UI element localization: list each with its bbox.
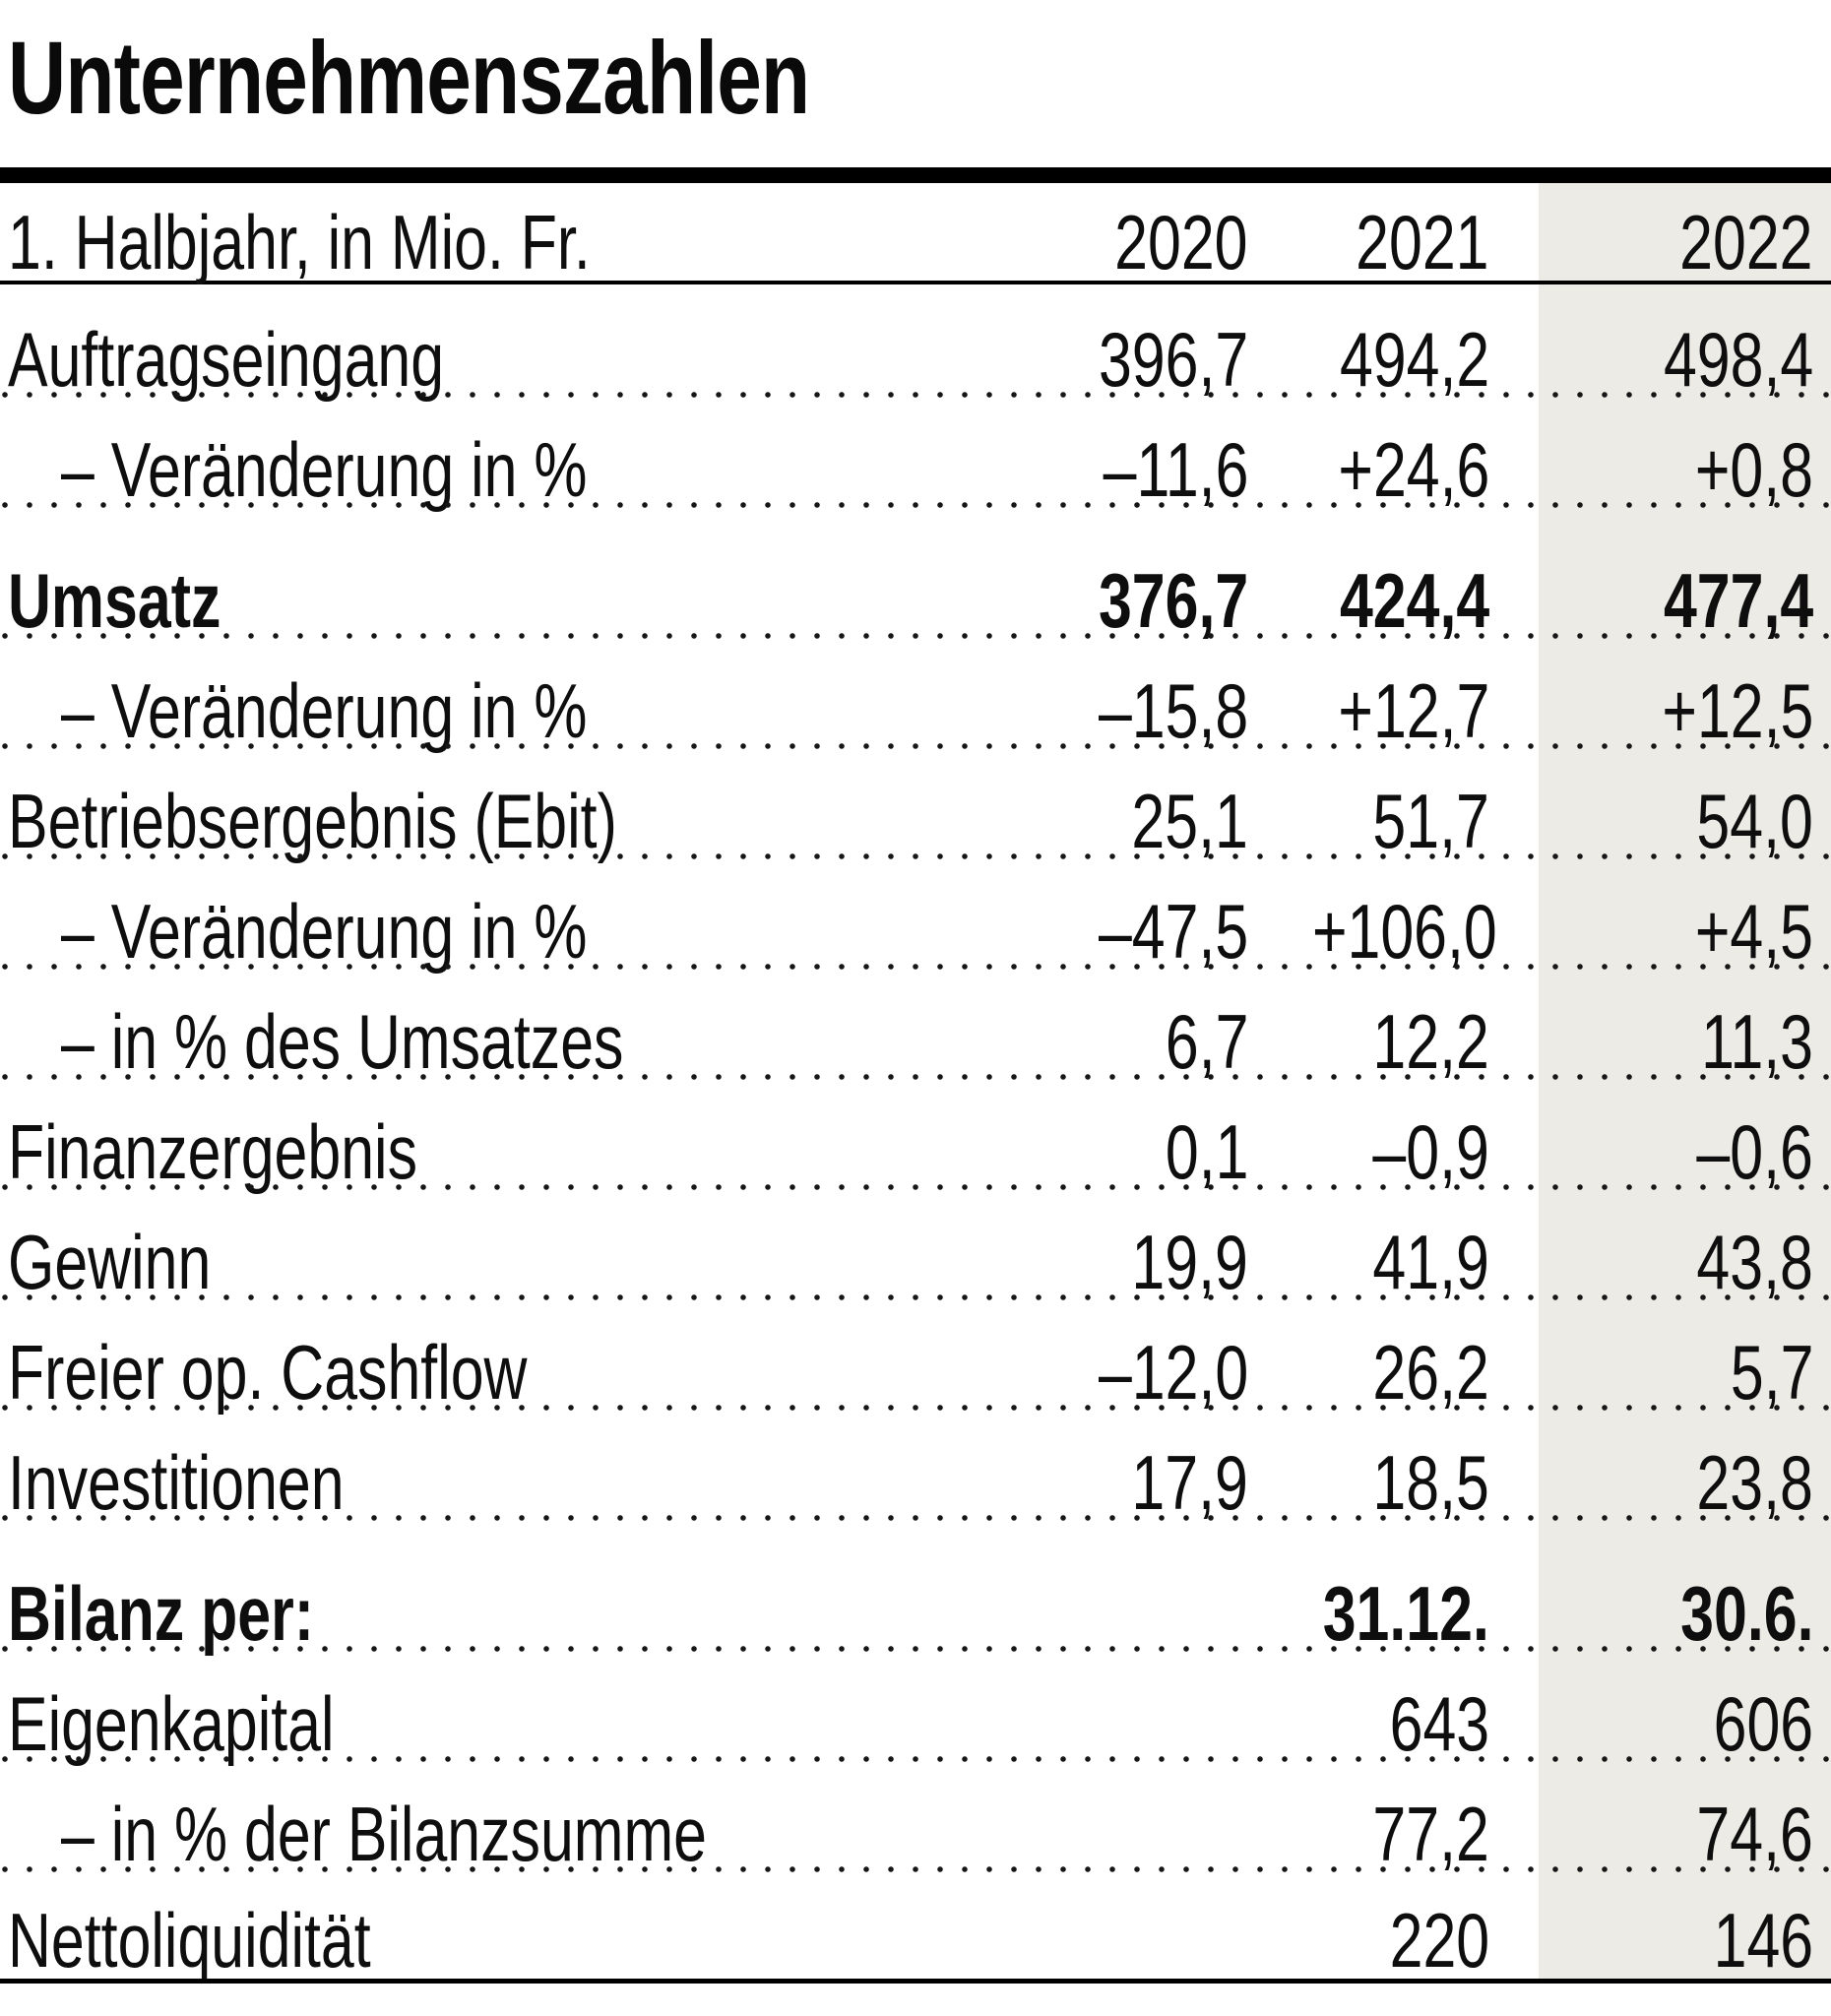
cell-2020: –47,5 [1098,888,1248,975]
table-row: Auftragseingang 396,7 494,2 498,4 [0,284,1831,398]
cell-2021: –0,9 [1372,1108,1489,1195]
table-row: – Veränderung in % –11,6 +24,6 +0,8 [0,398,1831,508]
table-row: – in % der Bilanzsumme 77,2 74,6 [0,1762,1831,1872]
cell-2021: 31.12. [1322,1570,1489,1657]
row-label: – Veränderung in % [61,888,588,975]
cell-2022: 30.6. [1679,1570,1813,1657]
top-rule [0,167,1831,183]
cell-2021: 643 [1389,1680,1489,1767]
row-label: Investitionen [8,1439,345,1526]
cell-2020 [965,1902,1260,1979]
row-label: – in % des Umsatzes [61,998,624,1085]
cell-2020: –12,0 [1098,1329,1248,1416]
cell-2022: +4,5 [1694,888,1813,975]
cell-2020: 396,7 [1098,316,1248,403]
cell-2022: –0,6 [1696,1108,1813,1195]
row-label: Gewinn [8,1219,212,1305]
cell-2022: 498,4 [1663,316,1813,403]
cell-2020 [965,1685,1260,1762]
table-row: Gewinn 19,9 41,9 43,8 [0,1190,1831,1300]
cell-2020: –11,6 [1103,426,1248,513]
row-label: Umsatz [8,557,221,644]
row-label: – in % der Bilanzsumme [61,1791,707,1877]
cell-2020: 25,1 [1131,778,1248,864]
cell-2022: +12,5 [1662,667,1813,754]
bottom-rule [0,1979,1831,1984]
row-label: – Veränderung in % [61,667,588,754]
page-title: Unternehmenszahlen [8,21,810,136]
table-body: Auftragseingang 396,7 494,2 498,4– Veränder… [0,284,1831,1979]
cell-2021: 51,7 [1372,778,1489,864]
row-label: Finanzergebnis [8,1108,417,1195]
cell-2022: 606 [1713,1680,1813,1767]
unit-label: 1. Halbjahr, in Mio. Fr. [8,199,591,285]
cell-2021: 424,4 [1339,557,1489,644]
row-label: Betriebsergebnis (Ebit) [8,778,617,864]
cell-2022: 11,3 [1701,998,1813,1085]
table-row: Betriebsergebnis (Ebit) 25,1 51,7 54,0 [0,749,1831,859]
table-row: – in % des Umsatzes 6,7 12,2 11,3 [0,970,1831,1080]
cell-2021: 26,2 [1372,1329,1489,1416]
cell-2022: 146 [1713,1897,1813,1984]
table-row: Umsatz 376,7 424,4 477,4 [0,508,1831,639]
cell-2021: 41,9 [1372,1219,1489,1305]
row-label: Freier op. Cashflow [8,1329,528,1416]
table-row: Nettoliquidität 220 146 [0,1872,1831,1979]
company-figures-table: 1. Halbjahr, in Mio. Fr. 2020 2021 2022 … [0,183,1831,1984]
cell-2020 [965,1575,1260,1652]
cell-2021: 12,2 [1372,998,1489,1085]
cell-2020: 0,1 [1165,1108,1248,1195]
cell-2022: 5,7 [1730,1329,1813,1416]
cell-2020: 17,9 [1131,1439,1248,1526]
cell-2020: 19,9 [1131,1219,1248,1305]
table-row: Investitionen 17,9 18,5 23,8 [0,1411,1831,1521]
table-row: Freier op. Cashflow –12,0 26,2 5,7 [0,1300,1831,1411]
cell-2022: 74,6 [1696,1791,1813,1877]
table-row: Bilanz per: 31.12. 30.6. [0,1521,1831,1652]
cell-2021: 18,5 [1372,1439,1489,1526]
table-row: Finanzergebnis 0,1 –0,9 –0,6 [0,1080,1831,1190]
column-header-2020: 2020 [1114,199,1248,285]
table-row: – Veränderung in % –47,5 +106,0 +4,5 [0,859,1831,970]
cell-2022: +0,8 [1694,426,1813,513]
column-header-2021: 2021 [1356,199,1489,285]
row-label: Nettoliquidität [8,1897,371,1984]
row-label: Eigenkapital [8,1680,335,1767]
table-row: Eigenkapital 643 606 [0,1652,1831,1762]
cell-2020: –15,8 [1098,667,1248,754]
cell-2022: 43,8 [1696,1219,1813,1305]
cell-2022: 54,0 [1696,778,1813,864]
row-label: – Veränderung in % [61,426,588,513]
cell-2021: +106,0 [1311,888,1497,975]
cell-2021: 77,2 [1372,1791,1489,1877]
row-label: Auftragseingang [8,316,445,403]
table-row: – Veränderung in % –15,8 +12,7 +12,5 [0,639,1831,749]
cell-2020 [965,1796,1260,1872]
highlight-column-2022 [1539,183,1831,1984]
table-header-row: 1. Halbjahr, in Mio. Fr. 2020 2021 2022 [0,183,1831,284]
cell-2021: 220 [1389,1897,1489,1984]
column-header-2022: 2022 [1679,199,1813,285]
cell-2022: 477,4 [1663,557,1813,644]
cell-2021: +24,6 [1338,426,1489,513]
cell-2022: 23,8 [1696,1439,1813,1526]
cell-2020: 376,7 [1098,557,1248,644]
cell-2020: 6,7 [1165,998,1248,1085]
cell-2021: +12,7 [1338,667,1489,754]
cell-2021: 494,2 [1339,316,1489,403]
row-label: Bilanz per: [8,1570,315,1657]
